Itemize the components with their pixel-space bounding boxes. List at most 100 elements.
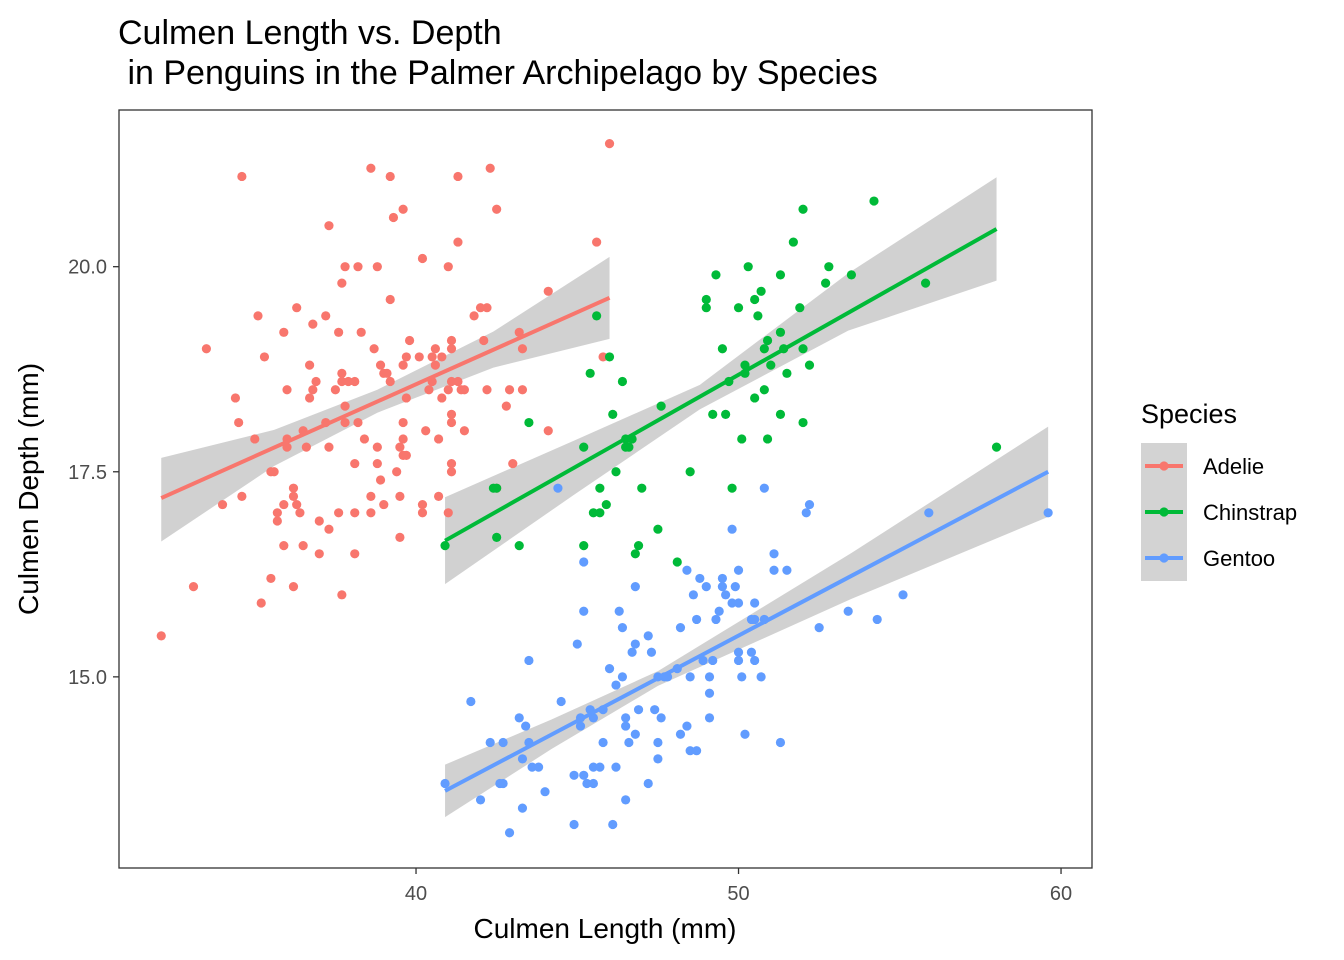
data-point-gentoo <box>514 713 524 723</box>
data-point-adelie <box>272 508 282 518</box>
data-point-adelie <box>234 417 244 428</box>
data-point-chinstrap <box>701 294 711 305</box>
data-point-adelie <box>282 385 292 395</box>
data-point-adelie <box>427 352 437 362</box>
data-point-chinstrap <box>717 344 728 354</box>
data-point-gentoo <box>804 499 815 510</box>
data-point-adelie <box>237 171 247 182</box>
data-point-adelie <box>372 262 382 272</box>
data-point-chinstrap <box>633 541 644 551</box>
data-point-chinstrap <box>579 541 589 551</box>
data-point-adelie <box>366 508 376 518</box>
regression-line-gentoo <box>444 470 1050 793</box>
data-point-chinstrap <box>782 368 792 378</box>
y-axis-title: Culmen Depth (mm) <box>13 363 44 615</box>
data-point-adelie <box>230 393 241 403</box>
data-point-gentoo <box>614 606 624 616</box>
legend-label-gentoo: Gentoo <box>1203 546 1275 571</box>
data-point-chinstrap <box>733 303 744 313</box>
legend-label-chinstrap: Chinstrap <box>1203 500 1297 525</box>
data-point-chinstrap <box>821 278 831 288</box>
data-point-adelie <box>188 582 199 592</box>
data-point-chinstrap <box>672 557 682 567</box>
data-point-adelie <box>385 376 395 387</box>
data-point-adelie <box>395 442 405 452</box>
data-point-gentoo <box>611 680 621 690</box>
data-point-chinstrap <box>685 467 695 477</box>
data-point-adelie <box>375 475 386 485</box>
data-point-gentoo <box>521 721 531 731</box>
data-point-adelie <box>424 385 434 395</box>
data-point-adelie <box>443 508 453 518</box>
data-point-gentoo <box>714 606 724 616</box>
data-point-chinstrap <box>753 311 763 321</box>
data-point-gentoo <box>517 754 528 764</box>
data-point-chinstrap <box>595 508 605 518</box>
data-point-adelie <box>395 532 405 543</box>
data-point-adelie <box>398 204 408 214</box>
data-point-adelie <box>404 335 415 346</box>
data-point-adelie <box>321 311 331 321</box>
data-point-chinstrap <box>630 549 640 559</box>
data-point-adelie <box>305 393 315 403</box>
data-point-chinstrap <box>617 376 628 387</box>
data-point-gentoo <box>643 631 653 641</box>
data-point-adelie <box>401 450 411 460</box>
data-point-adelie <box>446 417 457 428</box>
data-point-gentoo <box>617 623 628 633</box>
data-point-gentoo <box>533 762 544 772</box>
data-point-adelie <box>288 582 299 592</box>
data-point-chinstrap <box>798 204 808 214</box>
data-point-chinstrap <box>579 442 589 452</box>
data-point-gentoo <box>498 737 508 748</box>
data-point-gentoo <box>498 778 508 789</box>
data-point-chinstrap <box>766 360 776 370</box>
data-point-adelie <box>340 262 350 272</box>
data-point-adelie <box>395 491 405 501</box>
data-point-gentoo <box>653 754 663 764</box>
data-point-gentoo <box>733 565 744 575</box>
data-point-adelie <box>443 262 453 272</box>
data-point-gentoo <box>604 664 615 674</box>
data-point-adelie <box>350 458 360 469</box>
data-point-gentoo <box>733 655 744 666</box>
regression-line-adelie <box>160 296 611 500</box>
data-point-adelie <box>388 212 399 223</box>
data-point-adelie <box>479 335 489 346</box>
data-point-adelie <box>475 303 486 313</box>
data-point-chinstrap <box>740 360 750 370</box>
data-point-gentoo <box>598 737 608 748</box>
data-point-chinstrap <box>440 541 450 551</box>
data-point-chinstrap <box>653 524 663 534</box>
data-point-adelie <box>266 573 276 584</box>
data-point-adelie <box>434 434 444 444</box>
data-point-chinstrap <box>775 327 786 337</box>
data-point-gentoo <box>595 762 605 772</box>
data-point-adelie <box>492 204 502 214</box>
data-point-chinstrap <box>795 303 805 313</box>
data-point-gentoo <box>688 590 698 600</box>
data-point-adelie <box>350 549 360 559</box>
data-point-gentoo <box>872 614 882 625</box>
data-point-adelie <box>353 417 363 428</box>
data-point-adelie <box>356 327 366 337</box>
legend-key-point-adelie <box>1159 461 1169 471</box>
data-point-adelie <box>350 508 360 518</box>
data-point-gentoo <box>750 598 760 608</box>
data-point-adelie <box>430 344 440 354</box>
data-point-adelie <box>430 360 440 370</box>
data-point-gentoo <box>756 672 766 682</box>
data-point-gentoo <box>769 565 779 575</box>
data-point-gentoo <box>733 598 744 608</box>
data-point-adelie <box>543 426 553 436</box>
data-point-gentoo <box>611 762 621 772</box>
data-point-gentoo <box>708 655 718 666</box>
data-point-gentoo <box>711 614 721 625</box>
y-axis: 15.0 17.5 20.0 <box>68 257 119 689</box>
regression-lines <box>160 227 1050 793</box>
data-point-gentoo <box>633 705 644 715</box>
data-point-chinstrap <box>756 286 766 296</box>
data-point-chinstrap <box>743 262 753 272</box>
data-point-adelie <box>308 385 318 395</box>
